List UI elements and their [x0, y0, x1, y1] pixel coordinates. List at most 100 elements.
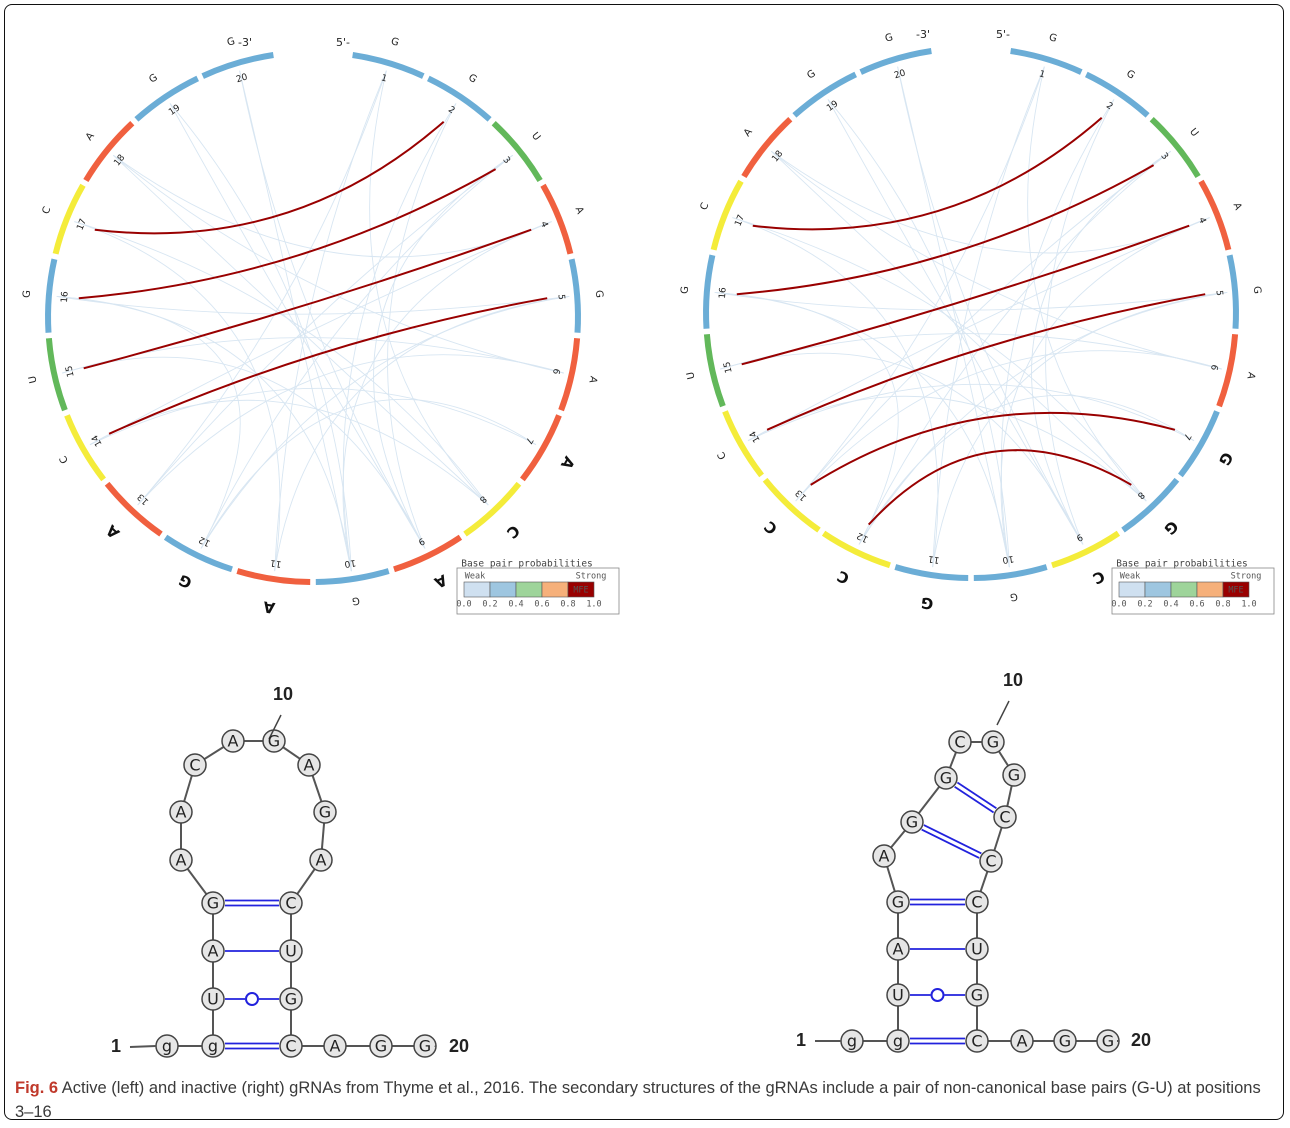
- nucleotide-circle: [886, 890, 910, 914]
- nucleotide-letter: G: [1059, 1032, 1071, 1051]
- position-number: 5: [555, 294, 565, 301]
- weak-pair-arc: [200, 398, 537, 549]
- nucleotide-letter: U: [971, 940, 983, 959]
- nucleotide-circle: [965, 890, 989, 914]
- nucleotide-segment: [1226, 254, 1239, 329]
- base-letter: A: [573, 205, 586, 216]
- base-letter: G: [466, 72, 479, 85]
- base-letter: G: [1048, 32, 1059, 45]
- legend-swatch: [1222, 581, 1250, 598]
- weak-pair-arc: [932, 291, 1228, 568]
- base-letter: G: [351, 594, 360, 606]
- position-number: 12: [197, 534, 212, 548]
- weak-pair-arc: [169, 103, 426, 549]
- mfe-pair-arc: [752, 116, 1103, 231]
- nucleotide-circle: [279, 987, 303, 1011]
- nucleotide-letter: A: [176, 851, 187, 870]
- base-letter: G: [1009, 590, 1018, 602]
- nucleotide-letter: G: [285, 990, 297, 1009]
- nucleotide-segment: [45, 338, 68, 412]
- nucleotide-circle: [979, 849, 1003, 873]
- weak-pair-arc: [113, 154, 552, 258]
- nucleotide-circle: [1053, 1029, 1077, 1053]
- position-number: 9: [1074, 531, 1084, 543]
- nucleotide-letter: U: [207, 990, 219, 1009]
- weak-pair-arc: [369, 70, 489, 506]
- weak-pair-arc: [795, 150, 1171, 502]
- three-prime-label: -3': [238, 36, 252, 49]
- base-pair-bond: [923, 824, 982, 855]
- base-letter: A: [102, 521, 123, 542]
- weak-pair-arc: [56, 295, 570, 315]
- legend-tick: 0.6: [534, 600, 549, 610]
- nucleotide-segment: [236, 568, 311, 585]
- legend-swatch: [541, 581, 569, 598]
- legend-tick: 1.0: [586, 600, 601, 610]
- weak-pair-arc: [89, 387, 537, 446]
- nucleotide-segment: [491, 121, 543, 183]
- base-letter: A: [557, 453, 579, 472]
- base-letter: C: [761, 517, 781, 538]
- position-number: 3: [500, 155, 511, 166]
- base-letter: G: [593, 290, 605, 299]
- base-letter: U: [1187, 126, 1200, 139]
- nucleotide-letter: C: [954, 733, 965, 752]
- legend-swatch: [1170, 581, 1198, 598]
- base-letter: A: [262, 597, 277, 617]
- position-number: 12: [855, 530, 870, 544]
- nucleotide-circle: [297, 753, 321, 777]
- base-letter: G: [1251, 286, 1263, 295]
- base-letter: G: [390, 36, 401, 49]
- nucleotide-circle: [201, 891, 225, 915]
- position-number: 18: [112, 153, 127, 168]
- base-letter: A: [1231, 201, 1244, 212]
- nucleotide-segment: [1216, 334, 1239, 408]
- weak-pair-arc: [342, 103, 457, 572]
- figure-caption: Fig. 6 Active (left) and inactive (right…: [15, 1076, 1277, 1119]
- position-number: 5: [1213, 290, 1223, 297]
- nucleotide-segment: [1149, 117, 1201, 179]
- nucleotide-segment: [1178, 410, 1220, 478]
- nucleotide-circle: [1002, 763, 1026, 787]
- mfe-pair-arc: [108, 297, 548, 435]
- mfe-pair-arc: [867, 449, 1132, 526]
- arc-diagram-active: [45, 52, 620, 615]
- legend-tick: 0.8: [1215, 600, 1230, 610]
- nucleotide-circle: [201, 987, 225, 1011]
- base-letter: A: [431, 571, 450, 592]
- base-letter: G: [1215, 449, 1237, 469]
- nucleotide-letter: A: [1017, 1032, 1028, 1051]
- mfe-pair-arc: [78, 168, 497, 300]
- nucleotide-segment: [540, 183, 574, 255]
- legend-strong-label: Strong: [1231, 572, 1262, 582]
- position-number: 6: [550, 367, 561, 375]
- weak-pair-arc: [200, 295, 570, 549]
- nucleotide-letter: g: [847, 1032, 857, 1051]
- nucleotide-letter: G: [319, 803, 331, 822]
- base-letter: U: [685, 371, 697, 381]
- position-number: 17: [76, 218, 90, 232]
- base-pair-bond: [956, 781, 997, 810]
- position-number: 8: [1135, 489, 1146, 500]
- base-letter: A: [586, 375, 598, 384]
- nucleotide-segment: [722, 410, 764, 478]
- weak-pair-arc: [137, 70, 387, 506]
- nucleotide-letter: U: [892, 986, 904, 1005]
- nucleotide-letter: G: [419, 1037, 431, 1056]
- legend-title: Base pair probabilities: [1116, 559, 1248, 570]
- legend-strong-label: Strong: [576, 572, 607, 582]
- nucleotide-circle: [201, 1034, 225, 1058]
- legend-mfe-label: MFE: [573, 586, 588, 596]
- nucleotide-segment: [821, 530, 891, 569]
- weak-pair-arc: [720, 352, 1084, 545]
- nucleotide-segment: [741, 117, 793, 179]
- position-number: 16: [718, 287, 729, 299]
- weak-pair-arc: [1000, 99, 1115, 568]
- nucleotide-segment: [83, 121, 135, 183]
- nucleotide-letter: G: [971, 986, 983, 1005]
- nucleotide-letter: G: [1102, 1032, 1114, 1051]
- nucleotide-segment: [426, 75, 492, 122]
- nucleotide-letter: g: [208, 1037, 218, 1056]
- position-number: 16: [60, 291, 71, 303]
- nucleotide-circle: [886, 983, 910, 1007]
